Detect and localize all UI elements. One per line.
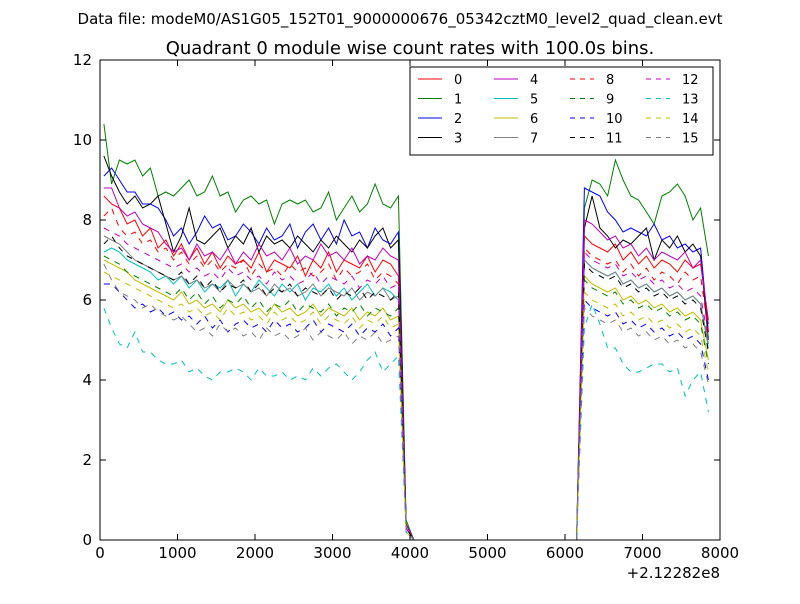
legend-label-6: 6 xyxy=(530,112,538,127)
legend-label-5: 5 xyxy=(530,93,538,108)
legend-box xyxy=(409,66,714,156)
y-tick-label: 6 xyxy=(82,291,92,309)
legend-label-7: 7 xyxy=(530,132,538,147)
legend-label-1: 1 xyxy=(454,93,462,108)
x-tick-label: 8000 xyxy=(701,544,739,562)
series-line-14 xyxy=(103,271,709,541)
x-tick-label: 0 xyxy=(95,544,105,562)
y-tick-label: 4 xyxy=(82,371,92,389)
legend-label-15: 15 xyxy=(682,132,699,147)
legend-label-9: 9 xyxy=(606,93,614,108)
y-tick-label: 2 xyxy=(82,451,92,469)
legend-label-10: 10 xyxy=(606,112,623,127)
x-tick-label: 2000 xyxy=(236,544,274,562)
x-tick-label: 4000 xyxy=(391,544,429,562)
legend-label-11: 11 xyxy=(606,132,623,147)
y-tick-label: 0 xyxy=(82,531,92,549)
legend-label-14: 14 xyxy=(682,112,699,127)
ticks-layer: 0 1000 2000 3000 4000 5000 6000 7000 80000246810… xyxy=(73,51,739,562)
x-axis-offset-label: +2.12282e8 xyxy=(627,564,720,582)
y-tick-label: 8 xyxy=(82,211,92,229)
legend-label-12: 12 xyxy=(682,73,699,88)
series-line-13 xyxy=(103,302,709,541)
figure-suptitle: Data file: modeM0/AS1G05_152T01_90000006… xyxy=(78,10,723,29)
x-tick-label: 6000 xyxy=(546,544,584,562)
legend-label-4: 4 xyxy=(530,73,538,88)
legend-label-2: 2 xyxy=(454,112,462,127)
series-line-15 xyxy=(103,263,709,541)
legend-label-3: 3 xyxy=(454,132,462,147)
legend-label-0: 0 xyxy=(454,73,462,88)
legend-label-8: 8 xyxy=(606,73,614,88)
series-line-7 xyxy=(103,235,709,541)
y-tick-label: 10 xyxy=(73,131,92,149)
series-line-8 xyxy=(103,207,709,541)
series-line-4 xyxy=(103,187,709,541)
y-tick-label: 12 xyxy=(73,51,92,69)
series-line-1 xyxy=(103,123,709,541)
series-line-6 xyxy=(103,259,709,541)
series-line-2 xyxy=(103,167,709,541)
series-line-0 xyxy=(103,195,709,541)
series-layer xyxy=(103,123,709,541)
legend-label-13: 13 xyxy=(682,93,699,108)
x-tick-label: 1000 xyxy=(158,544,196,562)
x-tick-label: 3000 xyxy=(313,544,351,562)
series-line-3 xyxy=(103,155,709,541)
x-tick-label: 7000 xyxy=(623,544,661,562)
chart-title: Quadrant 0 module wise count rates with … xyxy=(166,38,655,59)
series-line-9 xyxy=(103,255,709,541)
x-tick-label: 5000 xyxy=(468,544,506,562)
